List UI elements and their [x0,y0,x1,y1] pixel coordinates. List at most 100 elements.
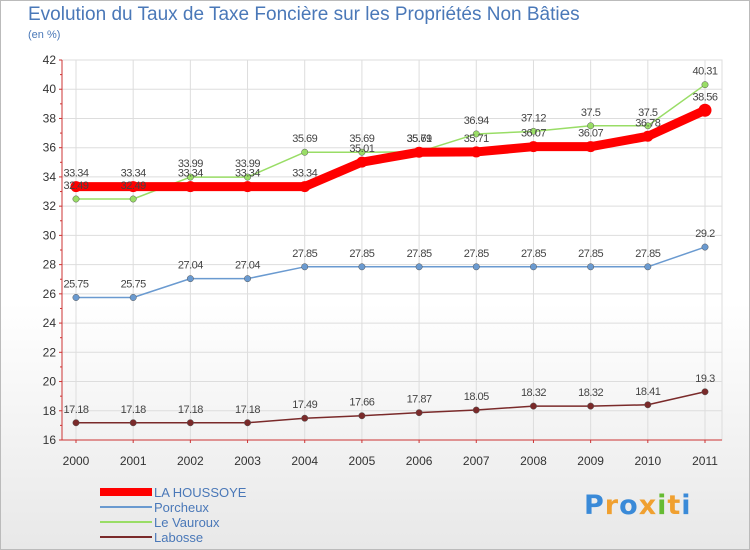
axis-layer: 16 18 20 22 24 26 28 30 32 34 36 38 40 42 2000 2001 2002… [43,53,722,468]
y-tick-label: 32 [43,199,57,213]
data-label-le-vauroux: 36.94 [464,115,489,127]
x-tick-label: 2003 [234,454,261,468]
data-label-le-vauroux: 33.99 [178,158,203,170]
chart-title: Evolution du Taux de Taxe Foncière sur l… [28,4,580,25]
data-point-porcheux [129,294,137,301]
data-point-porcheux [186,275,194,283]
data-point-labosse [472,406,480,414]
grid-layer [61,59,723,441]
x-tick-label: 2000 [63,454,90,468]
data-label-porcheux: 27.04 [235,260,260,272]
y-tick-label: 26 [43,287,57,301]
data-label-labosse: 18.32 [521,387,546,399]
data-label-le-vauroux: 35.69 [292,133,317,145]
proxiti-logo: Proxiti [584,490,692,521]
x-tick-label: 2006 [406,454,433,468]
logo-letter: t [667,490,682,521]
x-tick-label: 2011 [692,454,718,468]
data-label-le-vauroux: 35.71 [407,133,432,145]
x-tick-label: 2008 [520,454,547,468]
data-label-labosse: 18.41 [635,386,660,398]
series-line-le-vauroux [76,84,706,200]
y-tick-label: 30 [43,228,57,242]
x-tick-label: 2007 [463,454,490,468]
data-point-la-houssoye [242,181,254,193]
y-tick-label: 38 [43,111,57,125]
data-label-porcheux: 27.85 [292,248,317,260]
data-label-la-houssoye: 33.34 [63,168,88,180]
data-label-le-vauroux: 33.99 [235,158,260,170]
data-point-porcheux [301,263,309,271]
data-point-labosse [701,388,709,396]
data-label-le-vauroux: 32.49 [121,180,146,192]
y-tick-label: 34 [43,170,57,184]
data-label-le-vauroux: 37.5 [638,107,658,119]
data-label-labosse: 18.32 [578,387,603,399]
data-point-le-vauroux [186,173,194,181]
y-tick-label: 16 [43,433,57,447]
y-tick-label: 28 [43,258,57,272]
data-point-la-houssoye [70,181,82,193]
y-tick-label: 20 [43,375,57,389]
data-point-le-vauroux [644,122,652,130]
data-label-porcheux: 27.85 [349,248,374,260]
data-label-la-houssoye: 33.34 [292,168,317,180]
data-point-le-vauroux [587,122,595,130]
series-line-labosse [76,391,706,424]
data-label-la-houssoye: 36.07 [521,128,546,140]
x-tick-label: 2005 [349,454,376,468]
legend-label-la-houssoye: LA HOUSSOYE [154,485,247,500]
data-point-porcheux [472,263,480,271]
data-label-le-vauroux: 40.31 [692,66,717,78]
data-label-la-houssoye: 38.56 [692,91,717,103]
data-point-le-vauroux [301,148,309,156]
data-point-la-houssoye [470,146,482,158]
data-point-labosse [129,419,137,427]
data-label-labosse: 17.18 [178,404,203,416]
data-label-le-vauroux: 32.49 [63,180,88,192]
data-point-labosse [530,402,537,410]
data-label-la-houssoye: 35.71 [464,133,489,145]
legend-swatch-labosse [100,536,152,538]
y-axis-unit-label: (en %) [28,29,61,41]
data-label-la-houssoye: 35.69 [407,133,432,145]
data-label-la-houssoye: 36.07 [578,128,603,140]
data-point-labosse [358,412,366,420]
data-label-porcheux: 29.2 [695,228,715,240]
data-label-porcheux: 25.75 [63,279,88,291]
y-tick-label: 36 [43,141,57,155]
series-layer [70,81,712,427]
data-point-porcheux [415,263,423,271]
data-label-labosse: 17.87 [407,394,432,406]
legend-swatch-la-houssoye [100,488,152,496]
data-point-le-vauroux [701,81,709,89]
y-tick-label: 22 [43,345,57,359]
data-label-labosse: 19.3 [695,373,715,385]
data-point-labosse [301,414,309,422]
data-point-la-houssoye [698,103,712,117]
data-label-labosse: 17.49 [292,399,317,411]
y-tick-label: 40 [43,82,57,96]
data-label-labosse: 18.05 [464,391,489,403]
data-point-la-houssoye [184,181,196,193]
data-point-porcheux [72,294,80,301]
logo-letter: x [638,490,658,521]
data-point-labosse [244,419,251,427]
logo-letter: i [681,490,692,521]
data-label-le-vauroux: 37.12 [521,112,546,124]
data-point-le-vauroux [244,173,251,181]
series-line-la-houssoye [76,106,707,192]
data-label-labosse: 17.18 [235,404,260,416]
data-point-porcheux [644,263,652,271]
data-label-porcheux: 27.85 [407,248,432,260]
y-tick-label: 24 [43,316,57,330]
data-point-labosse [72,419,80,427]
x-tick-label: 2010 [634,454,661,468]
x-tick-label: 2009 [577,454,604,468]
data-point-porcheux [587,263,595,271]
legend-label-le-vauroux: Le Vauroux [154,515,220,530]
data-label-porcheux: 27.85 [464,248,489,260]
logo-letter: P [584,490,605,521]
